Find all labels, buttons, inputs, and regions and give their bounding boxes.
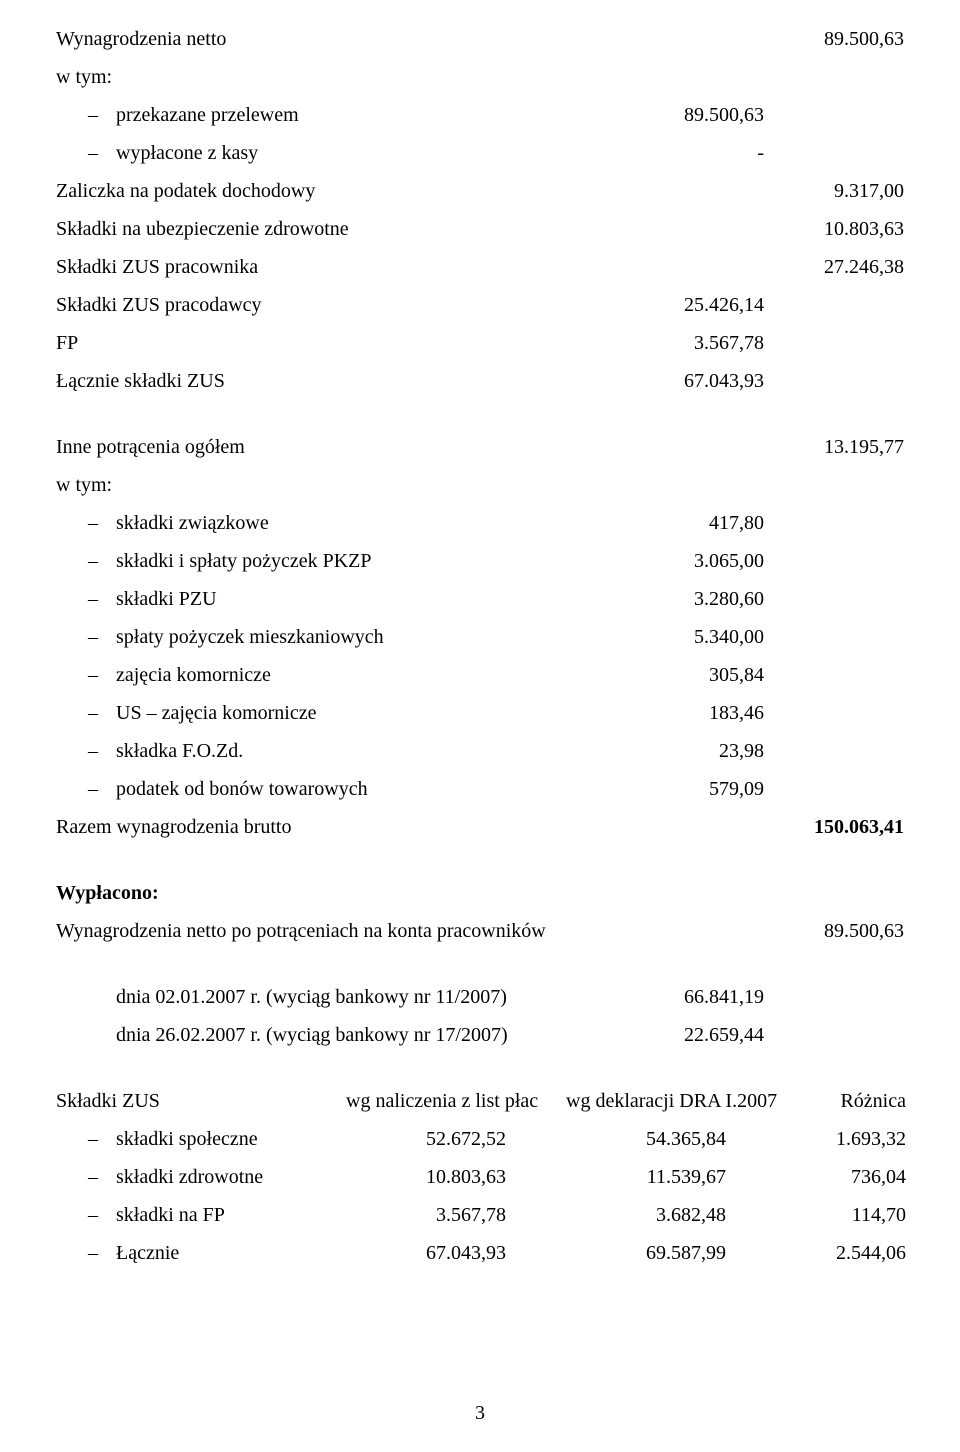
zus-r4-c3: 69.587,99 (566, 1234, 796, 1272)
row-fozd: składka F.O.Zd. 23,98 (56, 732, 904, 770)
razem-value: 150.063,41 (794, 808, 904, 846)
zus-r3-c3: 3.682,48 (566, 1196, 796, 1234)
fp-label: FP (56, 324, 624, 362)
pzu-label: składki PZU (56, 580, 624, 618)
row-d2: dnia 26.02.2007 r. (wyciąg bankowy nr 17… (56, 1016, 904, 1054)
zaliczka-label: Zaliczka na podatek dochodowy (56, 172, 794, 210)
uskomor-label: US – zajęcia komornicze (56, 694, 624, 732)
zus-table-h4: Różnica (796, 1082, 906, 1120)
zus-r4-label: Łącznie (56, 1234, 346, 1272)
zaliczka-value: 9.317,00 (794, 172, 904, 210)
uskomor-value: 183,46 (634, 694, 764, 732)
page-number: 3 (0, 1394, 960, 1432)
wyplacono-line-value: 89.500,63 (754, 912, 904, 950)
zus-table-h2: wg naliczenia z list płac (346, 1082, 566, 1120)
fozd-value: 23,98 (634, 732, 764, 770)
zus-r3-label: składki na FP (56, 1196, 346, 1234)
pkzp-value: 3.065,00 (634, 542, 764, 580)
row-bony: podatek od bonów towarowych 579,09 (56, 770, 904, 808)
komor-label: zajęcia komornicze (56, 656, 624, 694)
zus-r1-c2: 52.672,52 (346, 1120, 566, 1158)
przelewem-value: 89.500,63 (634, 96, 764, 134)
row-mieszk: spłaty pożyczek mieszkaniowych 5.340,00 (56, 618, 904, 656)
zus-table: Składki ZUS wg naliczenia z list płac wg… (56, 1082, 904, 1272)
netto-label: Wynagrodzenia netto (56, 20, 794, 58)
fozd-label: składka F.O.Zd. (56, 732, 624, 770)
row-komor: zajęcia komornicze 305,84 (56, 656, 904, 694)
zus-r4-c4: 2.544,06 (796, 1234, 906, 1272)
row-pracodawcy: Składki ZUS pracodawcy 25.426,14 (56, 286, 904, 324)
zus-table-h1: Składki ZUS (56, 1082, 346, 1120)
przelewem-label: przekazane przelewem (56, 96, 624, 134)
row-wyplacono-line: Wynagrodzenia netto po potrąceniach na k… (56, 912, 904, 950)
zus-r3-c4: 114,70 (796, 1196, 906, 1234)
zdrowotne-value: 10.803,63 (794, 210, 904, 248)
inne-label: Inne potrącenia ogółem (56, 428, 794, 466)
zwiazkowe-value: 417,80 (634, 504, 764, 542)
bony-value: 579,09 (634, 770, 764, 808)
zus-table-h3: wg deklaracji DRA I.2007 (566, 1082, 796, 1120)
row-zdrowotne: Składki na ubezpieczenie zdrowotne 10.80… (56, 210, 904, 248)
wtym-label: w tym: (56, 58, 904, 96)
zdrowotne-label: Składki na ubezpieczenie zdrowotne (56, 210, 794, 248)
bony-label: podatek od bonów towarowych (56, 770, 624, 808)
pracodawcy-value: 25.426,14 (634, 286, 764, 324)
d2-label: dnia 26.02.2007 r. (wyciąg bankowy nr 17… (56, 1016, 624, 1054)
pzu-value: 3.280,60 (634, 580, 764, 618)
row-netto: Wynagrodzenia netto 89.500,63 (56, 20, 904, 58)
zus-r2-c2: 10.803,63 (346, 1158, 566, 1196)
row-uskomor: US – zajęcia komornicze 183,46 (56, 694, 904, 732)
row-razem: Razem wynagrodzenia brutto 150.063,41 (56, 808, 904, 846)
d2-value: 22.659,44 (634, 1016, 764, 1054)
document-page: Wynagrodzenia netto 89.500,63 w tym: prz… (0, 0, 960, 1452)
lacznie-value: 67.043,93 (634, 362, 764, 400)
row-przelewem: przekazane przelewem 89.500,63 (56, 96, 904, 134)
pracownika-value: 27.246,38 (794, 248, 904, 286)
razem-label: Razem wynagrodzenia brutto (56, 808, 794, 846)
komor-value: 305,84 (634, 656, 764, 694)
zus-r1-c3: 54.365,84 (566, 1120, 796, 1158)
row-pzu: składki PZU 3.280,60 (56, 580, 904, 618)
zus-r2-label: składki zdrowotne (56, 1158, 346, 1196)
row-kasy: wypłacone z kasy - (56, 134, 904, 172)
pkzp-label: składki i spłaty pożyczek PKZP (56, 542, 624, 580)
zus-r2-c4: 736,04 (796, 1158, 906, 1196)
wtym-label-2: w tym: (56, 466, 904, 504)
kasy-value: - (634, 134, 764, 172)
pracownika-label: Składki ZUS pracownika (56, 248, 794, 286)
lacznie-label: Łącznie składki ZUS (56, 362, 624, 400)
row-d1: dnia 02.01.2007 r. (wyciąg bankowy nr 11… (56, 978, 904, 1016)
mieszk-value: 5.340,00 (634, 618, 764, 656)
zus-r3-c2: 3.567,78 (346, 1196, 566, 1234)
d1-value: 66.841,19 (634, 978, 764, 1016)
row-lacznie-zus: Łącznie składki ZUS 67.043,93 (56, 362, 904, 400)
zus-r2-c3: 11.539,67 (566, 1158, 796, 1196)
zus-r1-label: składki społeczne (56, 1120, 346, 1158)
netto-value: 89.500,63 (794, 20, 904, 58)
row-pkzp: składki i spłaty pożyczek PKZP 3.065,00 (56, 542, 904, 580)
wyplacono-line-label: Wynagrodzenia netto po potrąceniach na k… (56, 912, 754, 950)
zwiazkowe-label: składki związkowe (56, 504, 624, 542)
mieszk-label: spłaty pożyczek mieszkaniowych (56, 618, 624, 656)
pracodawcy-label: Składki ZUS pracodawcy (56, 286, 624, 324)
row-fp: FP 3.567,78 (56, 324, 904, 362)
d1-label: dnia 02.01.2007 r. (wyciąg bankowy nr 11… (56, 978, 624, 1016)
zus-r4-c2: 67.043,93 (346, 1234, 566, 1272)
zus-r1-c4: 1.693,32 (796, 1120, 906, 1158)
row-inne: Inne potrącenia ogółem 13.195,77 (56, 428, 904, 466)
inne-value: 13.195,77 (794, 428, 904, 466)
fp-value: 3.567,78 (634, 324, 764, 362)
wyplacono-heading: Wypłacono: (56, 874, 904, 912)
row-zaliczka: Zaliczka na podatek dochodowy 9.317,00 (56, 172, 904, 210)
row-pracownika: Składki ZUS pracownika 27.246,38 (56, 248, 904, 286)
row-zwiazkowe: składki związkowe 417,80 (56, 504, 904, 542)
kasy-label: wypłacone z kasy (56, 134, 624, 172)
